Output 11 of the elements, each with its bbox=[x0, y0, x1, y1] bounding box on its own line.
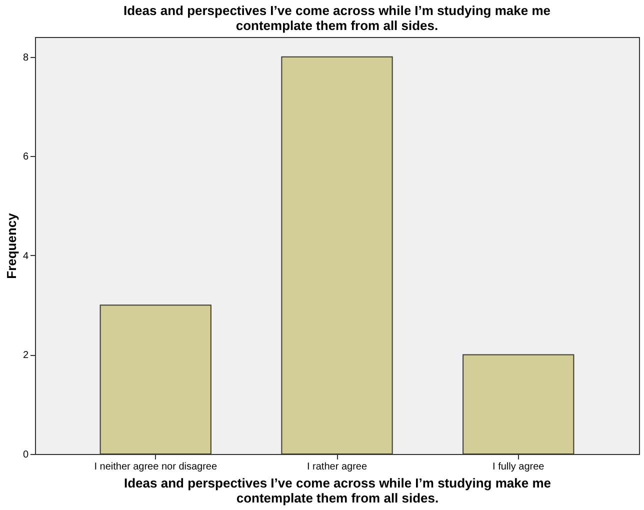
y-axis-title: Frequency bbox=[4, 212, 19, 279]
y-tick-label: 0 bbox=[22, 450, 29, 460]
x-tick-label: I rather agree bbox=[306, 462, 368, 472]
x-axis-title: Ideas and perspectives I’ve come across while I’m studying make me contemplate them from all sides. bbox=[124, 476, 552, 506]
x-tick-label: I fully agree bbox=[492, 462, 545, 472]
chart-title: Ideas and perspectives I’ve come across while I’m studying make me contemplate them from all sides. bbox=[123, 3, 551, 33]
y-tick-label: 6 bbox=[22, 152, 29, 163]
x-tick-label: I neither agree nor disagree bbox=[94, 462, 218, 472]
y-tick-label: 2 bbox=[22, 350, 29, 362]
y-tick-label: 4 bbox=[22, 250, 29, 262]
y-tick-label: 8 bbox=[22, 52, 29, 64]
